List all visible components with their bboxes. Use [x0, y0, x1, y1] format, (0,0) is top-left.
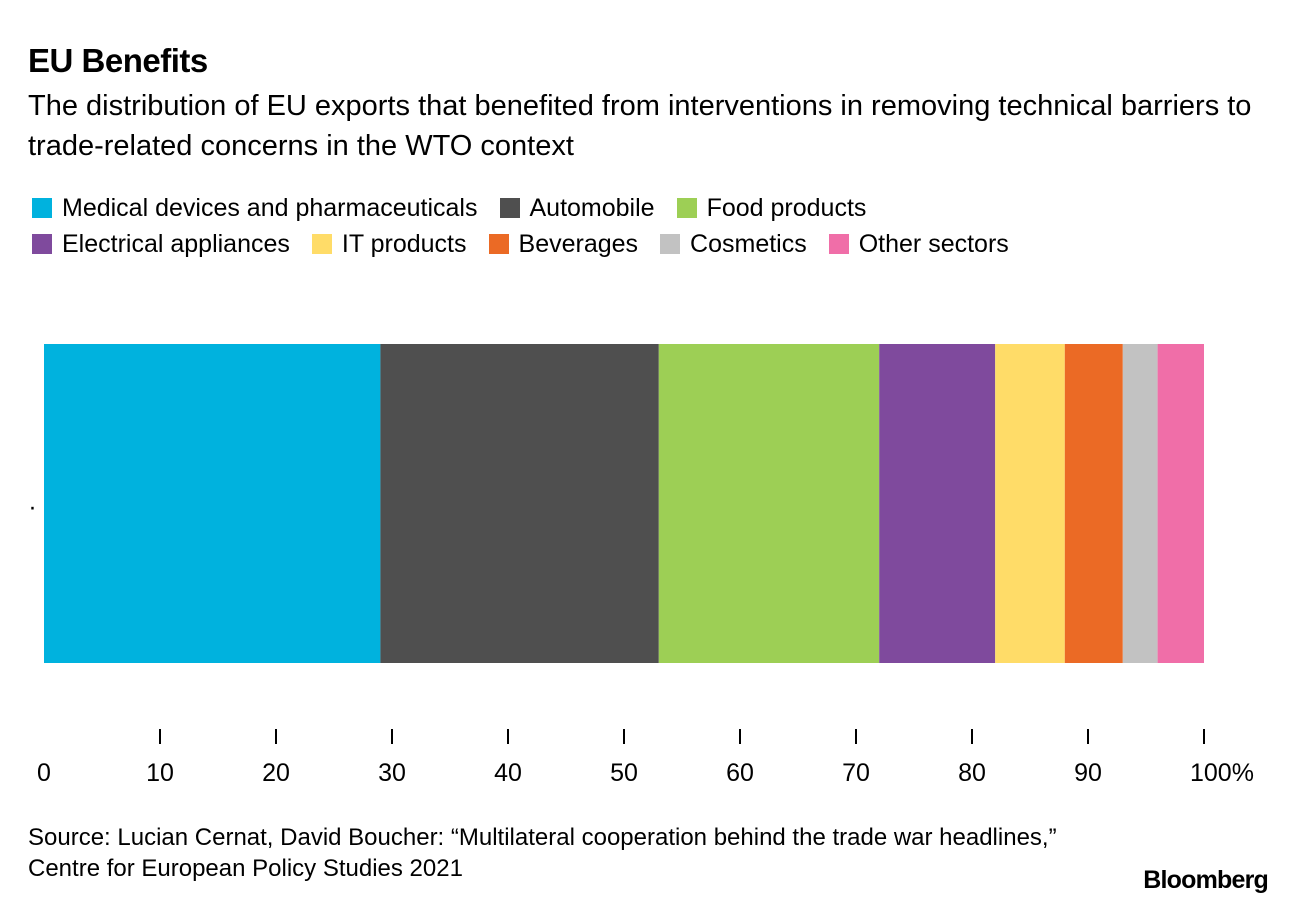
legend-item-electrical-appliances: Electrical appliances — [32, 230, 290, 259]
legend-label: Electrical appliances — [62, 229, 290, 258]
x-tick-label: 80 — [958, 759, 986, 787]
x-tick-label: 100% — [1190, 759, 1254, 787]
legend-item-other-sectors: Other sectors — [828, 229, 1009, 259]
category-labels: . — [29, 488, 36, 516]
legend-swatch — [828, 234, 849, 254]
x-tick-label: 20 — [262, 759, 290, 787]
x-tick-label: 50 — [610, 759, 638, 787]
legend-label: Beverages — [518, 229, 639, 258]
x-tick-label: 60 — [726, 759, 754, 787]
legend-item-beverages: Beverages — [488, 229, 639, 259]
legend-label: Cosmetics — [690, 229, 807, 258]
bar-segment-beverages — [1064, 344, 1123, 663]
bar-segment-medical-devices-and-pharmaceuticals — [44, 344, 381, 663]
legend-label: Other sectors — [858, 229, 1009, 258]
legend-item-food-products: Food products — [676, 193, 867, 223]
stacked-bar-chart: . 0 10 20 30 40 50 60 70 80 90 100% — [29, 344, 1254, 787]
bar-segment-cosmetics — [1122, 344, 1158, 663]
x-tick-label: 0 — [37, 759, 51, 787]
bar-segment-automobile — [380, 344, 659, 663]
x-tick-label: 10 — [146, 759, 174, 787]
legend-item-cosmetics: Cosmetics — [660, 230, 807, 259]
chart-subtitle: The distribution of EU exports that bene… — [28, 90, 1252, 162]
legend-row: Medical devices and pharmaceuticals Autom… — [32, 190, 1272, 226]
bar-segment-food-products — [658, 344, 880, 663]
bar-segment-electrical-appliances — [879, 344, 996, 663]
bloomberg-logo: Bloomberg — [1143, 866, 1269, 894]
legend-swatch — [676, 198, 697, 218]
x-tick-label: 90 — [1074, 759, 1102, 787]
legend-swatch — [32, 198, 52, 218]
legend-label: IT products — [341, 229, 467, 258]
bar-segment-other-sectors — [1157, 344, 1204, 663]
x-tick-label: 30 — [378, 759, 406, 787]
category-label: . — [29, 488, 36, 516]
source-note: Source: Lucian Cernat, David Boucher: “M… — [28, 824, 1057, 882]
x-tick-label: 70 — [842, 759, 870, 787]
legend-item-automobile: Automobile — [499, 193, 655, 223]
legend-swatch — [499, 198, 520, 218]
legend-swatch — [488, 234, 509, 254]
legend-row: Electrical appliances IT products Beverage… — [32, 226, 1272, 262]
bar-segment-it-products — [995, 344, 1065, 663]
legend-item-medical-devices-and-pharmaceuticals: Medical devices and pharmaceuticals — [32, 194, 478, 223]
bar-segments — [44, 344, 1204, 663]
x-tick-label: 40 — [494, 759, 522, 787]
legend-swatch — [660, 234, 681, 254]
legend-label: Food products — [706, 193, 867, 222]
legend-swatch — [311, 234, 332, 254]
chart-legend: Medical devices and pharmaceuticals Autom… — [32, 190, 1272, 262]
legend-label: Automobile — [529, 193, 655, 222]
legend-item-it-products: IT products — [311, 229, 467, 259]
x-axis-ticks: 0 10 20 30 40 50 60 70 80 90 100% — [37, 729, 1254, 787]
legend-swatch — [32, 234, 52, 254]
chart-title: EU Benefits — [28, 42, 208, 79]
legend-label: Medical devices and pharmaceuticals — [62, 193, 478, 222]
